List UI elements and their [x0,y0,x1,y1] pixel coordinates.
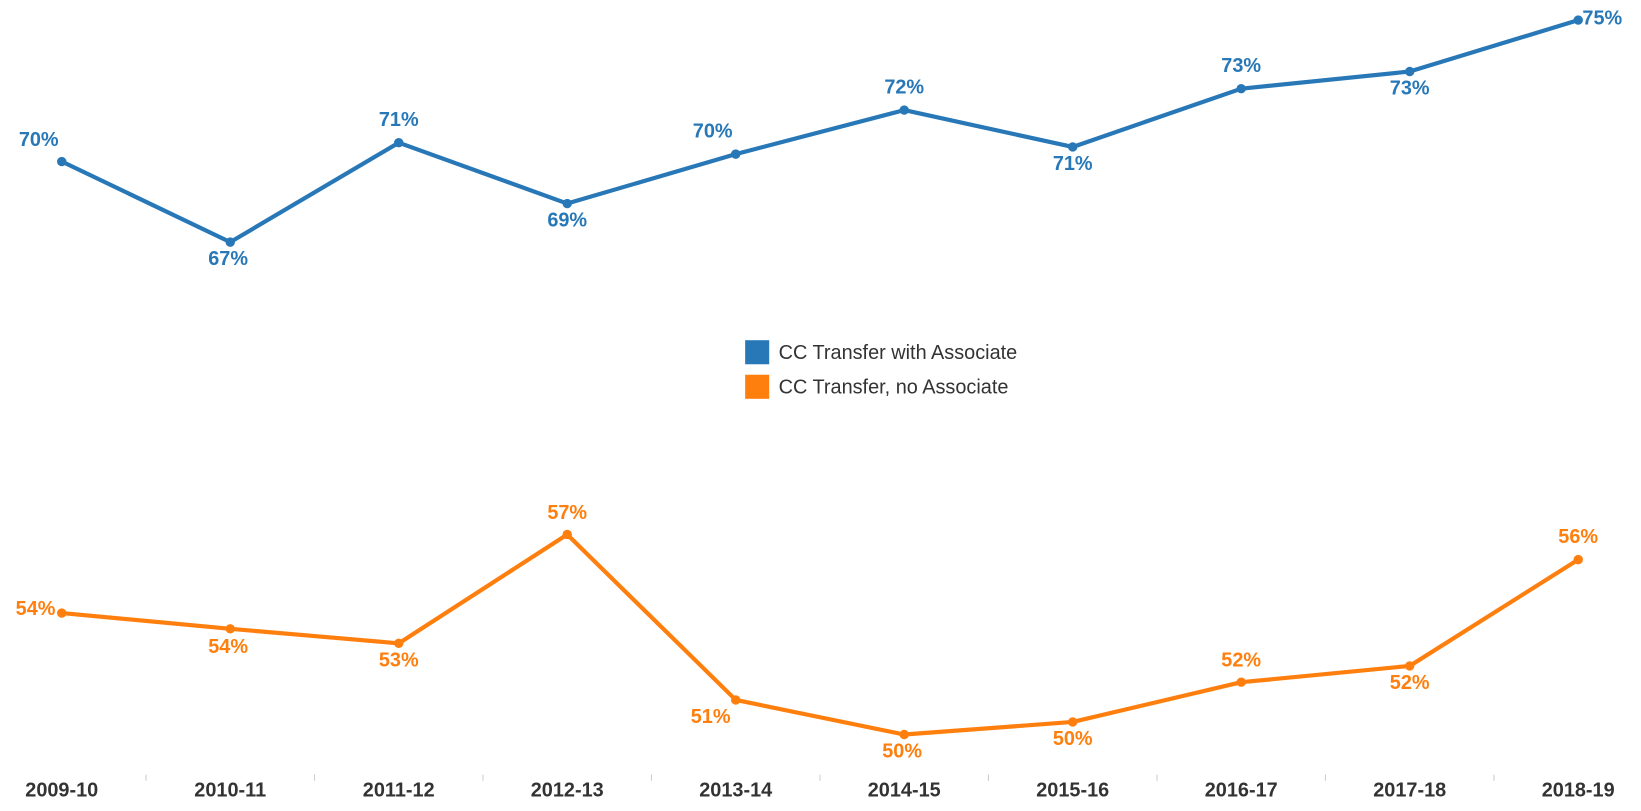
line [60,18,1579,245]
point [562,198,572,209]
data-label: 51% [691,706,731,728]
x-tick-label: 2017-18 [1373,780,1446,802]
point [1405,661,1415,671]
data-label: 52% [1221,650,1261,672]
point [899,105,909,115]
data-label: 71% [379,109,419,131]
point [57,156,67,167]
x-tick-label: 2010-11 [194,780,266,802]
data-label: 75% [1582,7,1622,29]
point [899,729,909,740]
legend-label: CC Transfer, no Associate [779,377,1009,399]
point [394,137,404,148]
point [562,529,572,540]
data-label: 50% [882,741,922,763]
legend-label: CC Transfer with Associate [779,342,1018,364]
x-tick-label: 2018-19 [1542,780,1615,802]
data-label: 56% [1558,526,1598,548]
x-tick-label: 2016-17 [1205,780,1278,802]
x-tick-label: 2011-12 [363,780,435,802]
data-label: 50% [1053,728,1093,750]
point [1573,554,1583,565]
line [61,532,1580,737]
data-label: 71% [1053,153,1093,175]
data-label: 54% [208,636,248,658]
data-label: 54% [16,598,56,620]
x-tick-label: 2012-13 [531,780,604,802]
point [1236,677,1246,687]
legend-swatch [745,374,770,399]
data-label: 69% [547,210,587,232]
x-tick-label: 2009-10 [25,780,98,802]
point [225,624,235,634]
data-label: 53% [379,649,419,671]
point [1236,83,1246,94]
data-label: 70% [693,120,733,142]
point [1068,717,1078,727]
x-tick-label: 2015-16 [1036,780,1109,802]
data-label: 67% [208,248,248,270]
data-label: 52% [1390,672,1430,694]
point [394,638,404,649]
point [1573,15,1583,25]
point [1405,66,1415,77]
data-label: 73% [1390,78,1430,100]
point [57,608,67,618]
legend-swatch [745,340,770,365]
data-label: 72% [884,76,924,98]
point [731,695,741,705]
point [1068,142,1078,152]
data-label: 73% [1221,55,1261,77]
data-label: 57% [547,502,587,524]
data-label: 70% [19,129,59,151]
point [225,237,235,247]
x-tick-label: 2014-15 [868,780,941,802]
x-tick-label: 2013-14 [699,780,772,802]
point [731,149,741,159]
